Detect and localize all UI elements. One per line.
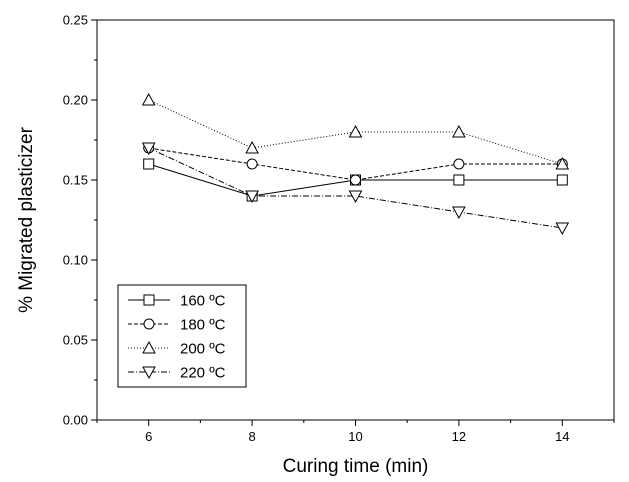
data-point-0-4 <box>556 174 568 186</box>
x-tick-label: 12 <box>452 429 466 444</box>
series-line-2 <box>148 99 563 165</box>
y-tick-label: 0.25 <box>63 13 88 28</box>
x-axis: 6 8 10 12 14 <box>96 420 615 444</box>
data-point-2-2 <box>348 124 363 138</box>
y-axis: 0.00 0.05 0.10 0.15 0.20 0.25 <box>63 13 97 428</box>
x-tick-label: 6 <box>145 429 152 444</box>
y-tick-label: 0.15 <box>63 173 88 188</box>
legend-marker-2 <box>142 340 156 354</box>
x-axis-title: Curing time (min) <box>283 456 429 477</box>
data-point-1-3 <box>453 158 465 170</box>
y-tick-label: 0.10 <box>63 253 88 268</box>
data-point-2-1 <box>245 140 259 154</box>
legend-marker-0 <box>143 294 155 306</box>
legend: 160 ºC 180 ºC 200 ºC 220 ºC <box>117 284 247 388</box>
legend-label-0: 160 ºC <box>180 293 226 310</box>
x-tick-label: 14 <box>555 429 569 444</box>
x-tick-label: 8 <box>248 429 255 444</box>
y-tick-label: 0.20 <box>63 93 88 108</box>
y-tick-label: 0.05 <box>63 333 88 348</box>
data-point-0-0 <box>143 158 155 170</box>
data-point-3-1 <box>245 190 259 204</box>
data-point-2-0 <box>141 92 156 106</box>
data-point-3-4 <box>555 222 570 236</box>
y-axis-title: % Migrated plasticizer <box>16 126 37 313</box>
data-point-3-0 <box>141 142 156 156</box>
y-tick-label: 0.00 <box>63 413 88 428</box>
data-point-0-3 <box>453 174 465 186</box>
legend-label-1: 180 ºC <box>180 317 226 334</box>
legend-label-2: 200 ºC <box>180 341 226 358</box>
series-layer <box>141 92 570 236</box>
series-line-1 <box>148 147 563 181</box>
data-point-2-4 <box>555 156 570 170</box>
data-point-2-3 <box>452 124 466 138</box>
x-tick-label: 10 <box>348 429 362 444</box>
legend-box <box>117 284 247 388</box>
data-point-3-2 <box>348 190 363 204</box>
legend-marker-3 <box>142 366 156 380</box>
legend-label-3: 220 ºC <box>180 365 226 382</box>
data-point-1-1 <box>246 158 258 170</box>
legend-marker-1 <box>143 318 155 330</box>
data-point-1-2 <box>350 174 361 186</box>
data-point-3-3 <box>452 206 466 220</box>
